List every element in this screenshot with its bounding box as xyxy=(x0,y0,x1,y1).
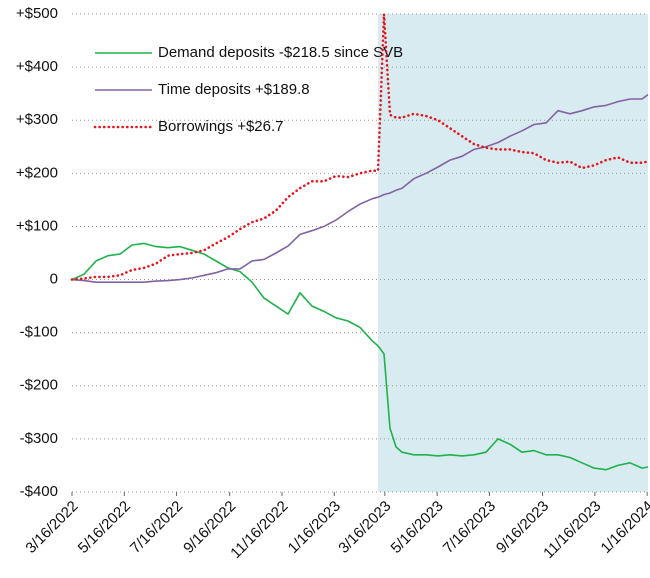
x-tick-label: 7/16/2023 xyxy=(440,498,499,557)
legend-label: Time deposits +$189.8 xyxy=(158,81,310,98)
x-tick-label: 5/16/2022 xyxy=(75,498,134,557)
legend-label: Demand deposits -$218.5 since SVB xyxy=(158,44,403,61)
y-tick-label: +$100 xyxy=(16,217,58,234)
x-tick-label: 5/16/2023 xyxy=(388,498,447,557)
series-line xyxy=(71,242,649,471)
y-tick-label: +$200 xyxy=(16,164,58,181)
y-tick-label: +$300 xyxy=(16,111,58,128)
y-tick-label: -$300 xyxy=(20,430,58,447)
x-tick-label: 7/16/2022 xyxy=(127,498,186,557)
y-tick-label: +$400 xyxy=(16,58,58,75)
y-tick-label: -$200 xyxy=(20,377,58,394)
x-tick-label: 1/16/2023 xyxy=(285,498,344,557)
legend-label: Borrowings +$26.7 xyxy=(158,118,284,135)
x-tick-label: 3/16/2022 xyxy=(22,498,81,557)
y-tick-label: -$100 xyxy=(20,324,58,341)
shaded-period xyxy=(378,14,648,492)
x-tick-label: 3/16/2023 xyxy=(335,498,394,557)
y-tick-label: +$500 xyxy=(16,5,58,22)
x-tick-label: 1/16/2024 xyxy=(598,498,650,557)
series-line xyxy=(71,94,649,283)
series-line xyxy=(70,12,650,281)
y-tick-label: -$400 xyxy=(20,483,58,500)
y-tick-label: 0 xyxy=(50,271,58,288)
